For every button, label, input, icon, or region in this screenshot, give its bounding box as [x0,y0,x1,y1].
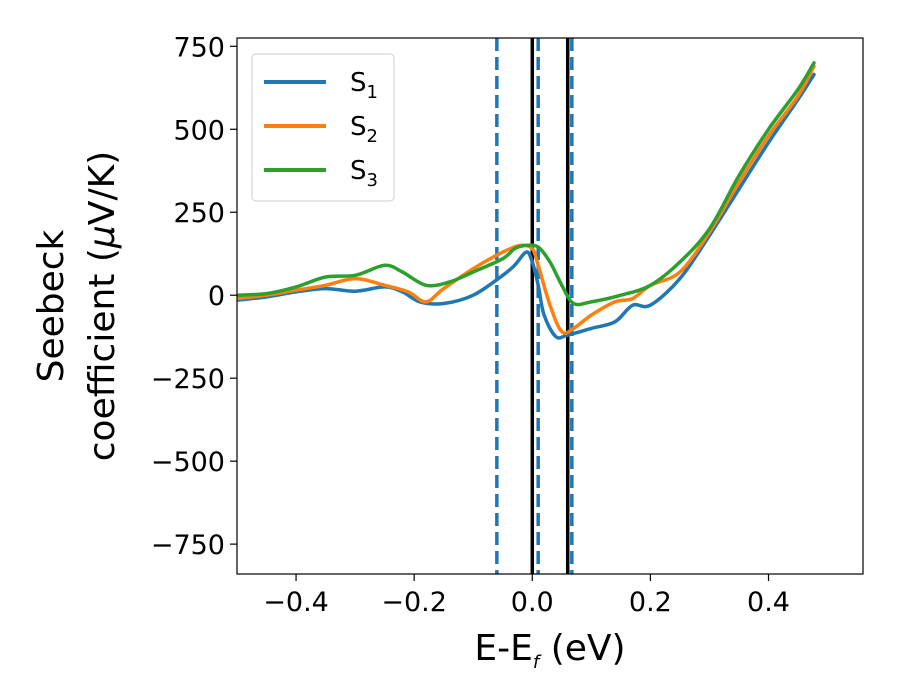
series-line-s2 [237,64,816,335]
y-tick-label: −500 [151,447,225,478]
y-axis-label-line2-end: V/K) [82,151,123,225]
x-tick-label: 0.4 [747,587,790,618]
y-tick-label: −250 [151,364,225,395]
series-lines [237,61,816,340]
legend-label-s3: S3 [350,156,378,191]
y-axis-label-line2-start: coefficient ( [82,248,123,461]
x-tick-label: −0.4 [263,587,329,618]
legend: S1 S2 S3 [251,53,395,202]
y-axis-label: Seebeck coefficient (μV/K) [31,151,123,461]
y-axis-label-line1: Seebeck [31,229,72,382]
x-axis-label-unit: (eV) [539,628,625,669]
legend-label-s2: S2 [350,112,378,147]
x-tick-label: 0.0 [511,587,554,618]
x-tick-label: −0.2 [381,587,447,618]
legend-label-s1: S1 [350,68,378,103]
y-tick-label: 250 [173,198,225,229]
y-axis-label-line2: coefficient (μV/K) [82,151,123,461]
y-axis-ticks: 750 500 250 0 −250 −500 −750 [151,32,237,561]
x-axis-label-sub: f [533,652,542,673]
y-tick-label: 0 [208,281,225,312]
x-axis-label-main: E-E [474,628,532,669]
y-tick-label: 500 [173,115,225,146]
series-line-s3 [237,61,816,307]
y-axis-label-mu: μ [82,225,123,249]
series-line-s1 [237,72,816,340]
reference-lines [495,38,574,574]
x-axis-label: E-Ef (eV) [474,628,625,673]
y-tick-label: −750 [151,530,225,561]
x-axis-ticks: −0.4 −0.2 0.0 0.2 0.4 [263,574,790,618]
y-tick-label: 750 [173,32,225,63]
plot-frame [236,37,864,575]
x-tick-label: 0.2 [629,587,672,618]
